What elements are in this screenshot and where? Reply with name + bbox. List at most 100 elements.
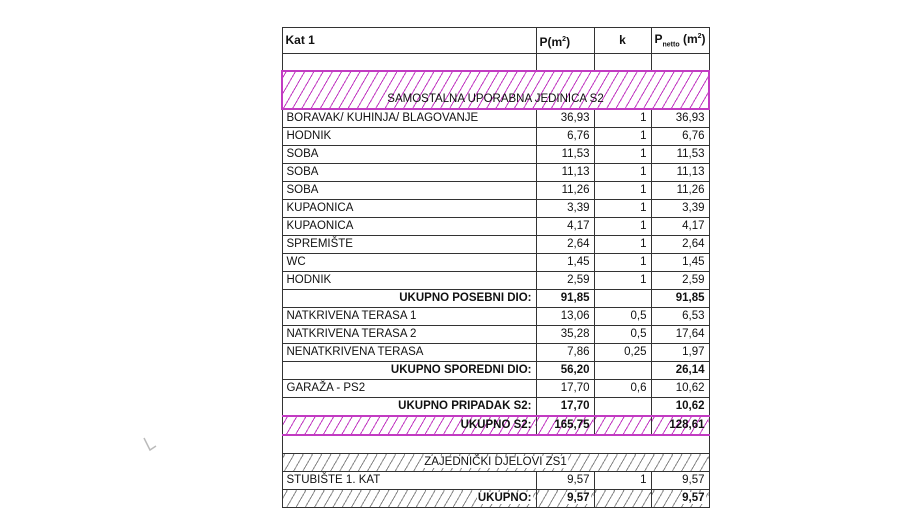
blank-row [281, 53, 710, 72]
empty-cell [593, 397, 652, 417]
area-pnetto: 1,45 [650, 253, 710, 273]
room-name: NENATKRIVENA TERASA [281, 343, 537, 363]
area-p: 3,39 [535, 199, 595, 219]
room-name: WC [281, 253, 537, 273]
blank-row [281, 434, 710, 455]
area-p: 11,26 [535, 181, 595, 201]
area-p: 11,13 [535, 163, 595, 183]
appurtenance-row: GARAŽA - PS2 17,70 0,6 10,62 [281, 379, 710, 399]
total-p: 165,75 [535, 415, 595, 437]
room-row: KUPAONICA 3,39 1 3,39 [281, 199, 710, 219]
room-name: KUPAONICA [281, 199, 537, 219]
total-pnetto: 9,57 [650, 489, 710, 509]
coefficient-k: 0,6 [593, 379, 652, 399]
section-title: ZAJEDNIČKI DJELOVI ZS1 [281, 453, 710, 473]
area-pnetto: 2,64 [650, 235, 710, 255]
room-row: BORAVAK/ KUHINJA/ BLAGOVANJE 36,93 1 36,93 [281, 108, 710, 129]
coefficient-k: 1 [593, 471, 652, 491]
area-p: 36,93 [535, 108, 595, 129]
total-zs1-row: UKUPNO: 9,57 9,57 [281, 489, 710, 509]
total-pnetto: 10,62 [650, 397, 710, 417]
floor-label: Kat 1 [281, 26, 537, 55]
empty-cell [593, 289, 652, 309]
coefficient-k: 1 [593, 181, 652, 201]
coefficient-k: 0,5 [593, 307, 652, 327]
area-p: 17,70 [535, 379, 595, 399]
coefficient-k: 1 [593, 127, 652, 147]
section-title-s2: SAMOSTALNA UPORABNA JEDINICA S2 [281, 70, 710, 111]
total-pnetto: 128,61 [650, 415, 710, 437]
room-name: KUPAONICA [281, 217, 537, 237]
col-p-header: P(m2) [535, 26, 595, 55]
coefficient-k: 1 [593, 145, 652, 165]
room-row: HODNIK 6,76 1 6,76 [281, 127, 710, 147]
area-p: 1,45 [535, 253, 595, 273]
room-name: HODNIK [281, 271, 537, 291]
room-name: GARAŽA - PS2 [281, 379, 537, 399]
area-pnetto: 9,57 [650, 471, 710, 491]
total-appurtenance-row: UKUPNO PRIPADAK S2: 17,70 10,62 [281, 397, 710, 417]
coefficient-k: 0,25 [593, 343, 652, 363]
area-p: 13,06 [535, 307, 595, 327]
room-name: SOBA [281, 181, 537, 201]
area-p: 35,28 [535, 325, 595, 345]
room-name: NATKRIVENA TERASA 1 [281, 307, 537, 327]
total-secondary-row: UKUPNO SPOREDNI DIO: 56,20 26,14 [281, 361, 710, 381]
area-pnetto: 36,93 [650, 108, 710, 129]
area-pnetto: 11,13 [650, 163, 710, 183]
total-p: 17,70 [535, 397, 595, 417]
area-pnetto: 6,53 [650, 307, 710, 327]
total-label: UKUPNO PRIPADAK S2: [281, 397, 537, 417]
coefficient-k: 1 [593, 253, 652, 273]
room-name: SOBA [281, 163, 537, 183]
room-name: SPREMIŠTE [281, 235, 537, 255]
pen-stroke-mark [143, 437, 157, 452]
area-p: 7,86 [535, 343, 595, 363]
col-k-header: k [593, 26, 652, 55]
coefficient-k: 0,5 [593, 325, 652, 345]
total-pnetto: 91,85 [650, 289, 710, 309]
area-p: 4,17 [535, 217, 595, 237]
room-name: HODNIK [281, 127, 537, 147]
secondary-row: NATKRIVENA TERASA 1 13,06 0,5 6,53 [281, 307, 710, 327]
area-p: 2,64 [535, 235, 595, 255]
secondary-row: NATKRIVENA TERASA 2 35,28 0,5 17,64 [281, 325, 710, 345]
room-row: SPREMIŠTE 2,64 1 2,64 [281, 235, 710, 255]
area-pnetto: 10,62 [650, 379, 710, 399]
empty-cell [593, 489, 652, 509]
room-row: HODNIK 2,59 1 2,59 [281, 271, 710, 291]
total-label: UKUPNO S2: [281, 415, 537, 437]
header-row: Kat 1 P(m2) k Pnetto (m2) [281, 26, 710, 55]
room-name: NATKRIVENA TERASA 2 [281, 325, 537, 345]
area-p: 6,76 [535, 127, 595, 147]
area-pnetto: 4,17 [650, 217, 710, 237]
area-pnetto: 1,97 [650, 343, 710, 363]
room-row: WC 1,45 1 1,45 [281, 253, 710, 273]
coefficient-k: 1 [593, 271, 652, 291]
room-row: KUPAONICA 4,17 1 4,17 [281, 217, 710, 237]
area-pnetto: 11,53 [650, 145, 710, 165]
area-pnetto: 2,59 [650, 271, 710, 291]
coefficient-k: 1 [593, 217, 652, 237]
secondary-row: NENATKRIVENA TERASA 7,86 0,25 1,97 [281, 343, 710, 363]
room-row: SOBA 11,53 1 11,53 [281, 145, 710, 165]
room-name: STUBIŠTE 1. KAT [281, 471, 537, 491]
coefficient-k: 1 [593, 163, 652, 183]
room-row: SOBA 11,26 1 11,26 [281, 181, 710, 201]
total-label: UKUPNO: [281, 489, 537, 509]
area-pnetto: 6,76 [650, 127, 710, 147]
total-p: 91,85 [535, 289, 595, 309]
area-pnetto: 11,26 [650, 181, 710, 201]
room-name: SOBA [281, 145, 537, 165]
coefficient-k: 1 [593, 235, 652, 255]
coefficient-k: 1 [593, 199, 652, 219]
empty-cell [593, 415, 652, 437]
total-pnetto: 26,14 [650, 361, 710, 381]
total-label: UKUPNO POSEBNI DIO: [281, 289, 537, 309]
area-table: Kat 1 P(m2) k Pnetto (m2) SAMOSTALNA UPO… [281, 26, 710, 509]
area-pnetto: 3,39 [650, 199, 710, 219]
area-p: 9,57 [535, 471, 595, 491]
empty-cell [281, 434, 710, 455]
total-p: 56,20 [535, 361, 595, 381]
area-pnetto: 17,64 [650, 325, 710, 345]
